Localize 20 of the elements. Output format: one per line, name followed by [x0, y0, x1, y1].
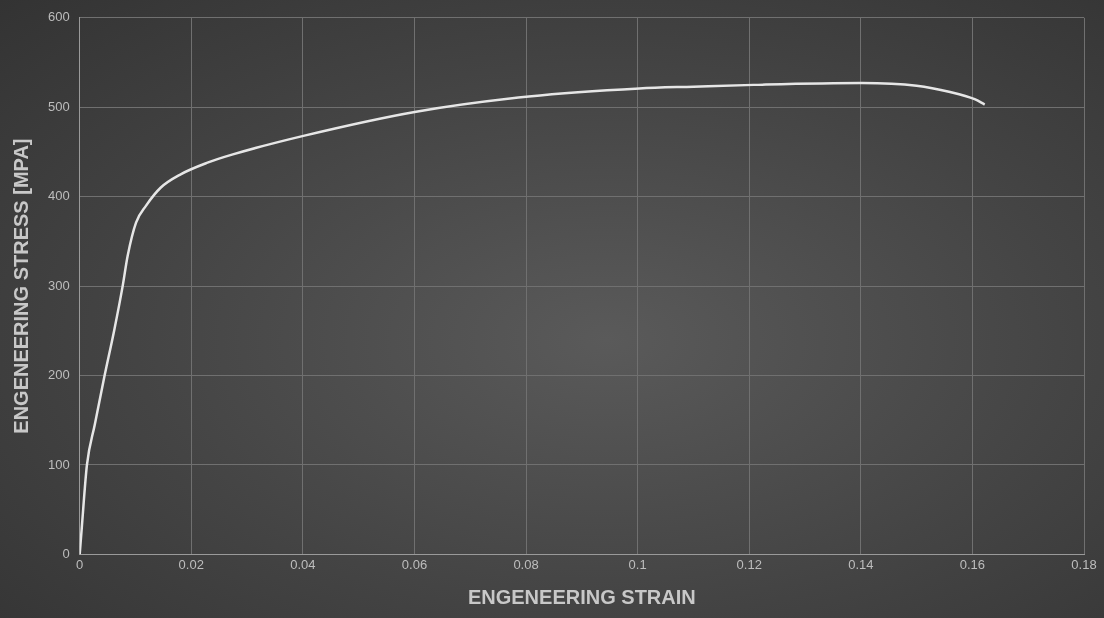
- x-tick-label: 0: [76, 556, 84, 572]
- x-tick-label: 0.12: [736, 556, 762, 572]
- x-tick-label: 0.18: [1071, 556, 1097, 572]
- y-tick-label: 0: [62, 545, 70, 561]
- y-tick-label: 500: [47, 98, 70, 114]
- y-tick-label: 400: [47, 188, 70, 204]
- x-tick-label: 0.02: [178, 556, 204, 572]
- x-axis-title: ENGENEERING STRAIN: [467, 585, 696, 608]
- y-tick-label: 300: [47, 277, 70, 293]
- y-tick-label: 200: [47, 367, 70, 383]
- line-series: [79, 81, 986, 555]
- y-tick-label: 600: [47, 9, 70, 25]
- x-tick-label: 0.1: [628, 556, 647, 572]
- y-tick-label: 100: [47, 456, 70, 472]
- x-tick-label: 0.14: [848, 556, 874, 572]
- y-axis-title: ENGENEERING STRESS [MPA]: [9, 138, 32, 434]
- x-tick-label: 0.16: [959, 556, 986, 572]
- x-tick-label: 0.04: [290, 556, 316, 572]
- x-tick-label: 0.06: [401, 556, 428, 572]
- x-tick-label: 0.08: [513, 556, 539, 572]
